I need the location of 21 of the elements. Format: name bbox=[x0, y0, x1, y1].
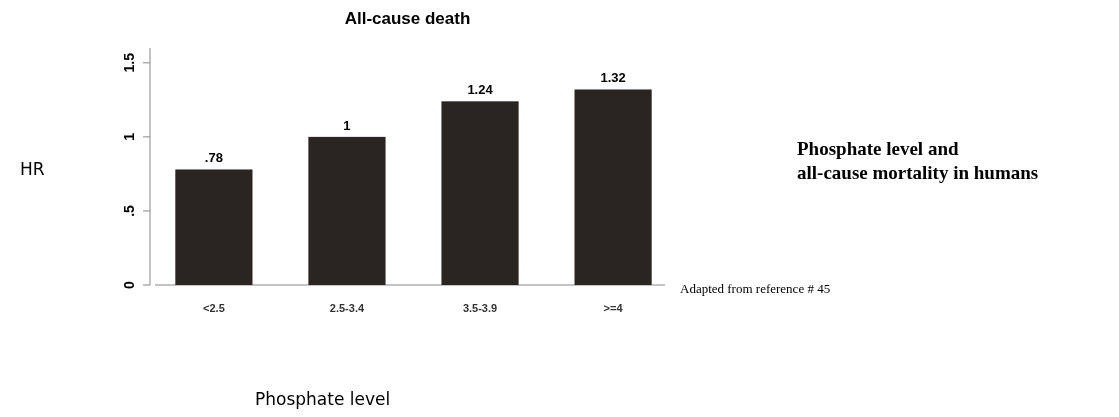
data-label: 1.32 bbox=[600, 70, 626, 86]
x-tick-label: >=4 bbox=[603, 302, 624, 314]
y-tick-label: 1 bbox=[121, 132, 137, 141]
bar bbox=[175, 169, 253, 285]
y-axis-title: HR bbox=[20, 158, 45, 179]
y-tick-label: 0 bbox=[121, 280, 137, 289]
x-tick-label: <2.5 bbox=[203, 302, 225, 314]
bar bbox=[308, 136, 386, 285]
bar bbox=[574, 89, 652, 285]
text: Phosphate level and all-cause mortality in humans bbox=[797, 138, 1039, 183]
data-label: 1.24 bbox=[467, 82, 494, 98]
y-tick-label: 1.5 bbox=[121, 52, 137, 73]
y-tick-label: .5 bbox=[121, 204, 137, 217]
chart-title: All-cause death bbox=[344, 9, 471, 28]
x-tick-label: 2.5-3.4 bbox=[329, 302, 365, 314]
x-tick-label: 3.5-3.9 bbox=[462, 302, 498, 314]
text: Adapted from reference # 45 bbox=[680, 281, 831, 296]
bar bbox=[441, 101, 519, 285]
x-axis-title: Phosphate level bbox=[255, 389, 391, 409]
data-label: .78 bbox=[204, 150, 223, 166]
data-label: 1 bbox=[343, 117, 351, 133]
